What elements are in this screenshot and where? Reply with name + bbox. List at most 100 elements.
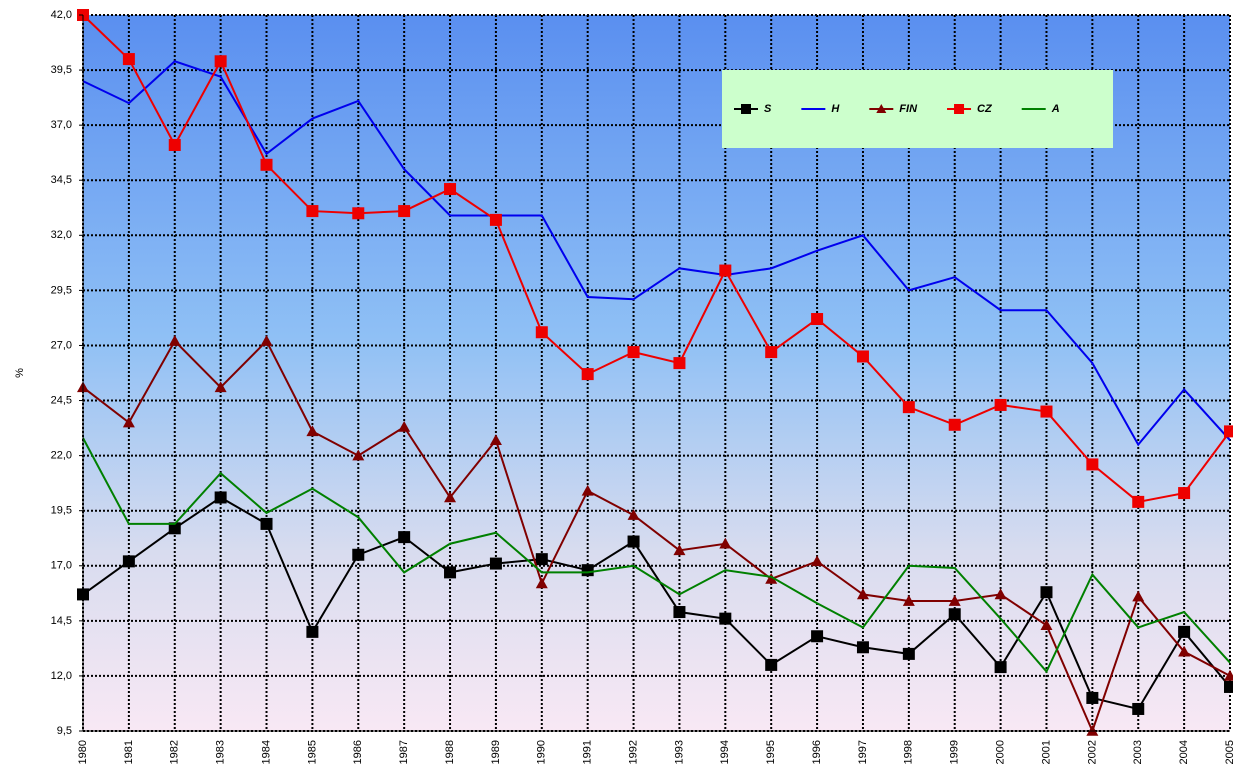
marker: [994, 588, 1007, 600]
marker: [765, 346, 778, 359]
x-tick-label: 1983: [215, 740, 227, 764]
legend-label: S: [764, 103, 772, 115]
marker: [1132, 590, 1145, 602]
marker: [719, 537, 732, 549]
marker: [489, 557, 502, 570]
marker: [306, 205, 319, 218]
x-tick-label: 2002: [1086, 740, 1098, 764]
marker: [673, 544, 686, 556]
marker: [1224, 425, 1233, 438]
x-tick-label: 1984: [260, 740, 272, 764]
marker: [489, 213, 502, 226]
marker: [902, 647, 915, 660]
marker: [398, 531, 411, 544]
series-line: [82, 437, 1231, 674]
legend-box: [722, 70, 1113, 148]
marker: [260, 335, 273, 346]
marker: [306, 625, 319, 638]
series-line: [82, 60, 1231, 447]
marker: [444, 566, 457, 579]
x-tick-label: 2003: [1132, 740, 1144, 764]
x-tick-label: 1990: [536, 740, 548, 764]
y-tick-label: 22,0: [51, 450, 72, 462]
marker: [1178, 625, 1191, 638]
marker: [719, 264, 732, 277]
marker: [444, 183, 457, 196]
marker: [811, 313, 824, 326]
marker: [214, 381, 227, 393]
marker: [948, 418, 961, 431]
marker: [1086, 458, 1099, 471]
marker: [122, 416, 135, 428]
marker: [352, 449, 365, 461]
marker: [765, 658, 778, 671]
marker: [535, 577, 548, 589]
x-tick-label: 1986: [352, 740, 364, 764]
x-tick-label: 2005: [1224, 740, 1233, 764]
marker: [948, 608, 961, 621]
marker: [581, 368, 594, 381]
marker: [948, 595, 961, 606]
marker: [673, 357, 686, 370]
series-line: [82, 14, 1231, 503]
x-tick-label: 1987: [398, 740, 410, 764]
marker: [581, 484, 594, 496]
marker: [168, 138, 181, 151]
marker: [856, 350, 869, 363]
x-tick-label: 1996: [811, 740, 823, 764]
legend-label: A: [1051, 103, 1060, 115]
x-tick-label: 1985: [306, 740, 318, 764]
y-tick-label: 19,5: [51, 505, 72, 517]
marker: [811, 630, 824, 643]
marker: [306, 425, 319, 437]
marker: [856, 588, 869, 600]
marker: [994, 661, 1007, 674]
y-tick-label: 14,5: [51, 615, 72, 627]
y-tick-label: 32,0: [51, 229, 72, 241]
marker: [856, 641, 869, 654]
y-tick-label: 29,5: [51, 284, 72, 296]
legend-label: H: [831, 103, 840, 115]
x-tick-label: 1998: [903, 740, 915, 764]
marker: [122, 53, 135, 66]
marker: [1224, 680, 1233, 693]
marker: [1178, 645, 1191, 657]
marker: [627, 509, 640, 520]
marker: [719, 612, 732, 625]
marker: [1132, 702, 1145, 715]
series-line: [82, 496, 1231, 711]
y-tick-label: 42,0: [51, 9, 72, 21]
x-tick-label: 2000: [995, 740, 1007, 764]
y-tick-label: 39,5: [51, 64, 72, 76]
marker: [489, 434, 502, 445]
marker: [214, 55, 227, 68]
x-tick-label: 1989: [490, 740, 502, 764]
marker: [398, 420, 411, 432]
marker: [1040, 586, 1053, 599]
x-tick-label: 1997: [857, 740, 869, 764]
marker: [352, 548, 365, 561]
marker: [1178, 487, 1191, 500]
marker: [902, 595, 915, 606]
marker: [168, 522, 181, 535]
marker: [1086, 725, 1099, 736]
marker: [352, 207, 365, 220]
marker: [1086, 691, 1099, 704]
legend-label: CZ: [977, 103, 993, 115]
y-axis-label: %: [14, 368, 26, 378]
y-tick-label: 17,0: [51, 560, 72, 572]
marker: [260, 517, 273, 530]
legend-label: FIN: [899, 103, 918, 115]
marker: [627, 535, 640, 548]
marker: [741, 104, 751, 114]
x-tick-label: 1993: [673, 740, 685, 764]
marker: [581, 564, 594, 577]
x-tick-label: 1995: [765, 740, 777, 764]
x-tick-label: 2004: [1178, 740, 1190, 764]
marker: [1040, 405, 1053, 418]
marker: [876, 104, 887, 113]
series-line: [82, 339, 1231, 734]
marker: [765, 572, 778, 584]
